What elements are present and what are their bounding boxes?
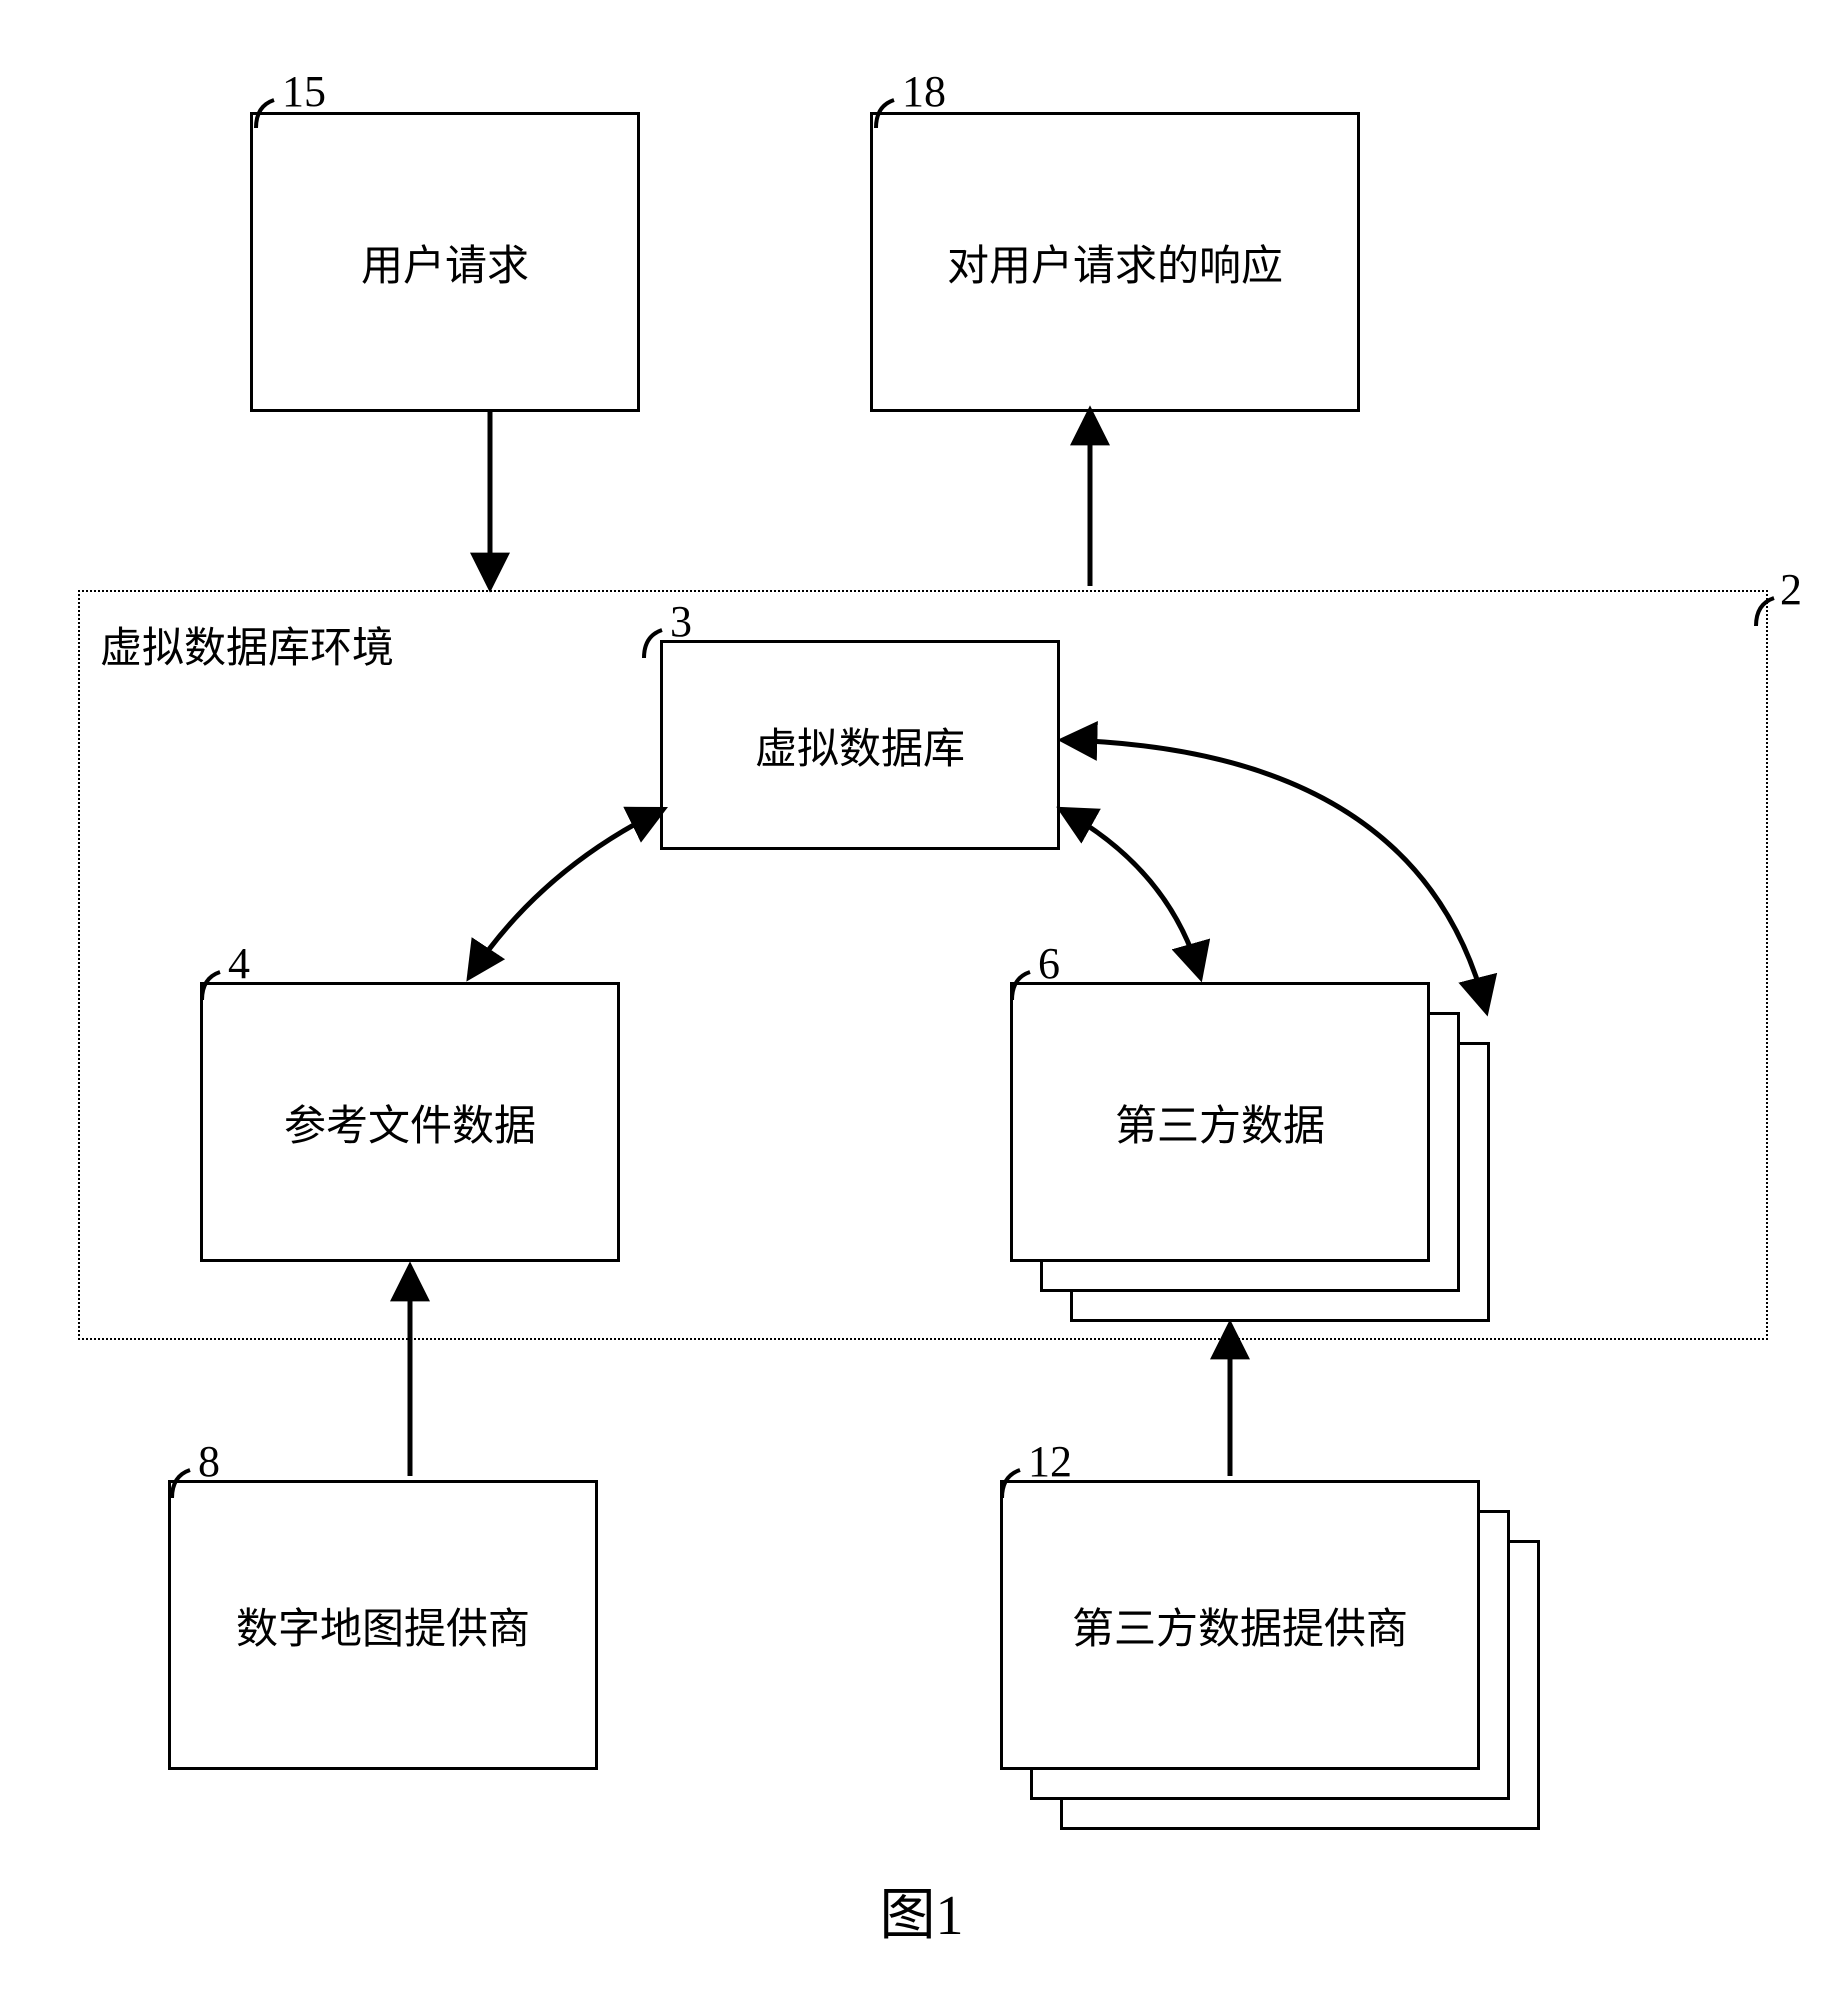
node-n4: 参考文件数据: [200, 982, 620, 1262]
node-n3-id: 3: [670, 596, 692, 647]
node-n15-id: 15: [282, 66, 326, 117]
node-n8-id: 8: [198, 1436, 220, 1487]
node-n15: 用户请求: [250, 112, 640, 412]
node-n18: 对用户请求的响应: [870, 112, 1360, 412]
node-n4-id: 4: [228, 938, 250, 989]
node-n3-text: 虚拟数据库: [755, 715, 965, 776]
diagram-canvas: 虚拟数据库环境 2 用户请求 15 对用户请求的响应 18 虚拟数据库 3 参考文件数据 4 第三方…: [0, 0, 1843, 1996]
figure-caption: 图1: [0, 1870, 1843, 1951]
node-n6: 第三方数据: [1010, 982, 1430, 1262]
node-n12-id: 12: [1028, 1436, 1072, 1487]
environment-id-label: 2: [1780, 564, 1802, 615]
node-n12: 第三方数据提供商: [1000, 1480, 1480, 1770]
node-n6-text: 第三方数据: [1115, 1092, 1325, 1153]
node-n6-id: 6: [1038, 938, 1060, 989]
environment-label: 虚拟数据库环境: [100, 614, 394, 675]
node-n8: 数字地图提供商: [168, 1480, 598, 1770]
node-n8-text: 数字地图提供商: [236, 1595, 530, 1656]
node-n12-text: 第三方数据提供商: [1072, 1595, 1408, 1656]
node-n4-text: 参考文件数据: [284, 1092, 536, 1153]
node-n18-text: 对用户请求的响应: [947, 232, 1283, 293]
node-n3: 虚拟数据库: [660, 640, 1060, 850]
node-n18-id: 18: [902, 66, 946, 117]
node-n15-text: 用户请求: [361, 232, 529, 293]
